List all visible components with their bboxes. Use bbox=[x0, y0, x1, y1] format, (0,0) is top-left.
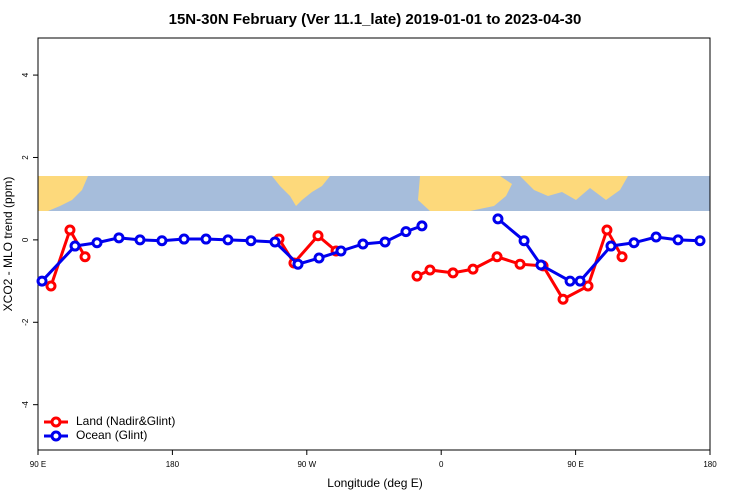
x-tick-label: 180 bbox=[703, 460, 717, 469]
point bbox=[91, 237, 103, 249]
y-tick-label: 4 bbox=[21, 72, 30, 77]
point bbox=[557, 293, 569, 305]
point bbox=[335, 245, 347, 257]
point bbox=[424, 264, 436, 276]
point bbox=[694, 235, 706, 247]
point bbox=[650, 231, 662, 243]
legend-marker bbox=[50, 416, 62, 428]
point bbox=[222, 234, 234, 246]
x-tick-label: 90 E bbox=[30, 460, 46, 469]
plot-frame bbox=[37, 37, 711, 451]
point bbox=[514, 258, 526, 270]
point bbox=[601, 224, 613, 236]
point bbox=[45, 280, 57, 292]
x-tick-label: 90 W bbox=[297, 460, 316, 469]
point bbox=[357, 238, 369, 250]
point bbox=[616, 251, 628, 263]
x-axis-label: Longitude (deg E) bbox=[327, 476, 422, 490]
legend-label: Land (Nadir&Glint) bbox=[76, 414, 175, 428]
point bbox=[113, 232, 125, 244]
point bbox=[672, 234, 684, 246]
point bbox=[492, 213, 504, 225]
point bbox=[134, 234, 146, 246]
point bbox=[564, 275, 576, 287]
point bbox=[245, 235, 257, 247]
y-tick-label: 2 bbox=[21, 155, 30, 160]
point bbox=[400, 226, 412, 238]
point bbox=[156, 235, 168, 247]
x-tick-label: 0 bbox=[439, 460, 444, 469]
point bbox=[269, 236, 281, 248]
point bbox=[200, 233, 212, 245]
point bbox=[582, 280, 594, 292]
point bbox=[467, 263, 479, 275]
point bbox=[64, 224, 76, 236]
legend-label: Ocean (Glint) bbox=[76, 428, 147, 442]
point bbox=[416, 220, 428, 232]
point bbox=[628, 237, 640, 249]
map-strip bbox=[38, 176, 710, 211]
x-tick-label: 180 bbox=[166, 460, 180, 469]
point bbox=[605, 240, 617, 252]
point bbox=[574, 275, 586, 287]
point bbox=[69, 240, 81, 252]
legend-marker bbox=[50, 430, 62, 442]
point bbox=[79, 251, 91, 263]
point bbox=[491, 251, 503, 263]
point bbox=[535, 259, 547, 271]
point bbox=[379, 236, 391, 248]
point bbox=[292, 258, 304, 270]
x-tick-label: 90 E bbox=[567, 460, 583, 469]
point bbox=[447, 267, 459, 279]
point bbox=[518, 235, 530, 247]
point bbox=[312, 230, 324, 242]
y-tick-label: -2 bbox=[21, 318, 30, 326]
point bbox=[36, 275, 48, 287]
point bbox=[313, 252, 325, 264]
y-axis-label: XCO2 - MLO trend (ppm) bbox=[1, 177, 15, 312]
y-tick-label: -4 bbox=[21, 401, 30, 409]
chart-title: 15N-30N February (Ver 11.1_late) 2019-01… bbox=[169, 11, 582, 28]
point bbox=[411, 270, 423, 282]
y-tick-label: 0 bbox=[21, 237, 30, 242]
point bbox=[178, 233, 190, 245]
